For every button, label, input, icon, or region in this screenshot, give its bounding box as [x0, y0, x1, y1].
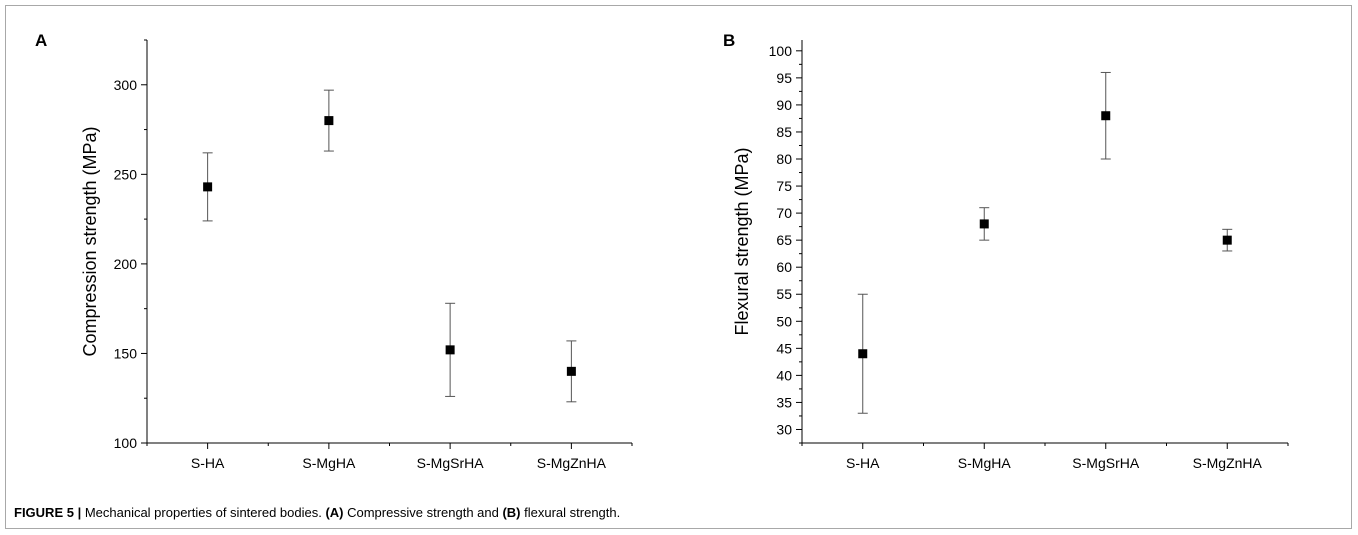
panel-a-letter: A: [35, 31, 47, 50]
panel-b-y-tick-label: 70: [776, 205, 792, 221]
figure-caption: FIGURE 5 | Mechanical properties of sint…: [14, 505, 620, 520]
panel-b-y-tick-label: 75: [776, 178, 792, 194]
panel-b-x-tick-label: S-MgHA: [958, 455, 1012, 471]
panel-b-y-tick-label: 40: [776, 367, 792, 383]
panel-a-data-point: [445, 345, 455, 355]
panel-b-data-point: [1222, 235, 1232, 245]
panel-b-y-tick-label: 65: [776, 232, 792, 248]
panel-b-y-tick-label: 100: [769, 43, 793, 59]
panel-b-y-tick-label: 80: [776, 151, 792, 167]
panel-b-y-tick-label: 55: [776, 286, 792, 302]
caption-ref-b: (B): [502, 505, 521, 520]
panel-a-y-tick-label: 250: [114, 166, 138, 182]
caption-text-1: Mechanical properties of sintered bodies…: [81, 505, 326, 520]
panel-a-x-tick-label: S-MgZnHA: [537, 455, 607, 471]
panel-a-y-tick-label: 100: [114, 435, 138, 451]
panel-b-y-tick-label: 50: [776, 313, 792, 329]
panel-b-y-tick-label: 45: [776, 340, 792, 356]
panel-a-x-tick-label: S-MgHA: [302, 455, 356, 471]
panel-a-y-axis-title: Compression strength (MPa): [80, 126, 100, 356]
panel-b-x-tick-label: S-HA: [846, 455, 880, 471]
panel-b-letter: B: [723, 31, 735, 50]
panel-b-data-point: [979, 219, 989, 229]
panel-a-y-tick-label: 150: [114, 345, 138, 361]
panel-a-x-tick-label: S-HA: [191, 455, 225, 471]
panel-b-y-tick-label: 60: [776, 259, 792, 275]
caption-text-3: flexural strength.: [520, 505, 621, 520]
panel-a-x-tick-label: S-MgSrHA: [417, 455, 485, 471]
panel-b-y-tick-label: 90: [776, 97, 792, 113]
caption-ref-a: (A): [325, 505, 344, 520]
panel-b-data-point: [1101, 111, 1111, 121]
panel-b-y-tick-label: 35: [776, 394, 792, 410]
panel-a-data-point: [566, 366, 576, 376]
panel-a-y-tick-label: 300: [114, 77, 138, 93]
panel-b-x-tick-label: S-MgZnHA: [1193, 455, 1263, 471]
panel-a-data-point: [203, 182, 213, 192]
panel-b-x-tick-label: S-MgSrHA: [1072, 455, 1140, 471]
panel-b-y-tick-label: 30: [776, 421, 792, 437]
panel-a-y-tick-label: 200: [114, 256, 138, 272]
figure-charts: A 100 150 200 250 300 S-HA S-MgHA S-MgSrHA S-MgZn…: [35, 31, 1289, 471]
caption-label: FIGURE 5 |: [14, 505, 82, 520]
panel-a-data-point: [324, 116, 334, 126]
panel-b-data-point: [858, 349, 868, 359]
panel-b-y-tick-label: 95: [776, 70, 792, 86]
panel-b-y-tick-label: 85: [776, 124, 792, 140]
figure-frame: [5, 5, 1352, 529]
caption-text-2: Compressive strength and: [343, 505, 503, 520]
panel-b-y-axis-title: Flexural strength (MPa): [732, 147, 752, 335]
